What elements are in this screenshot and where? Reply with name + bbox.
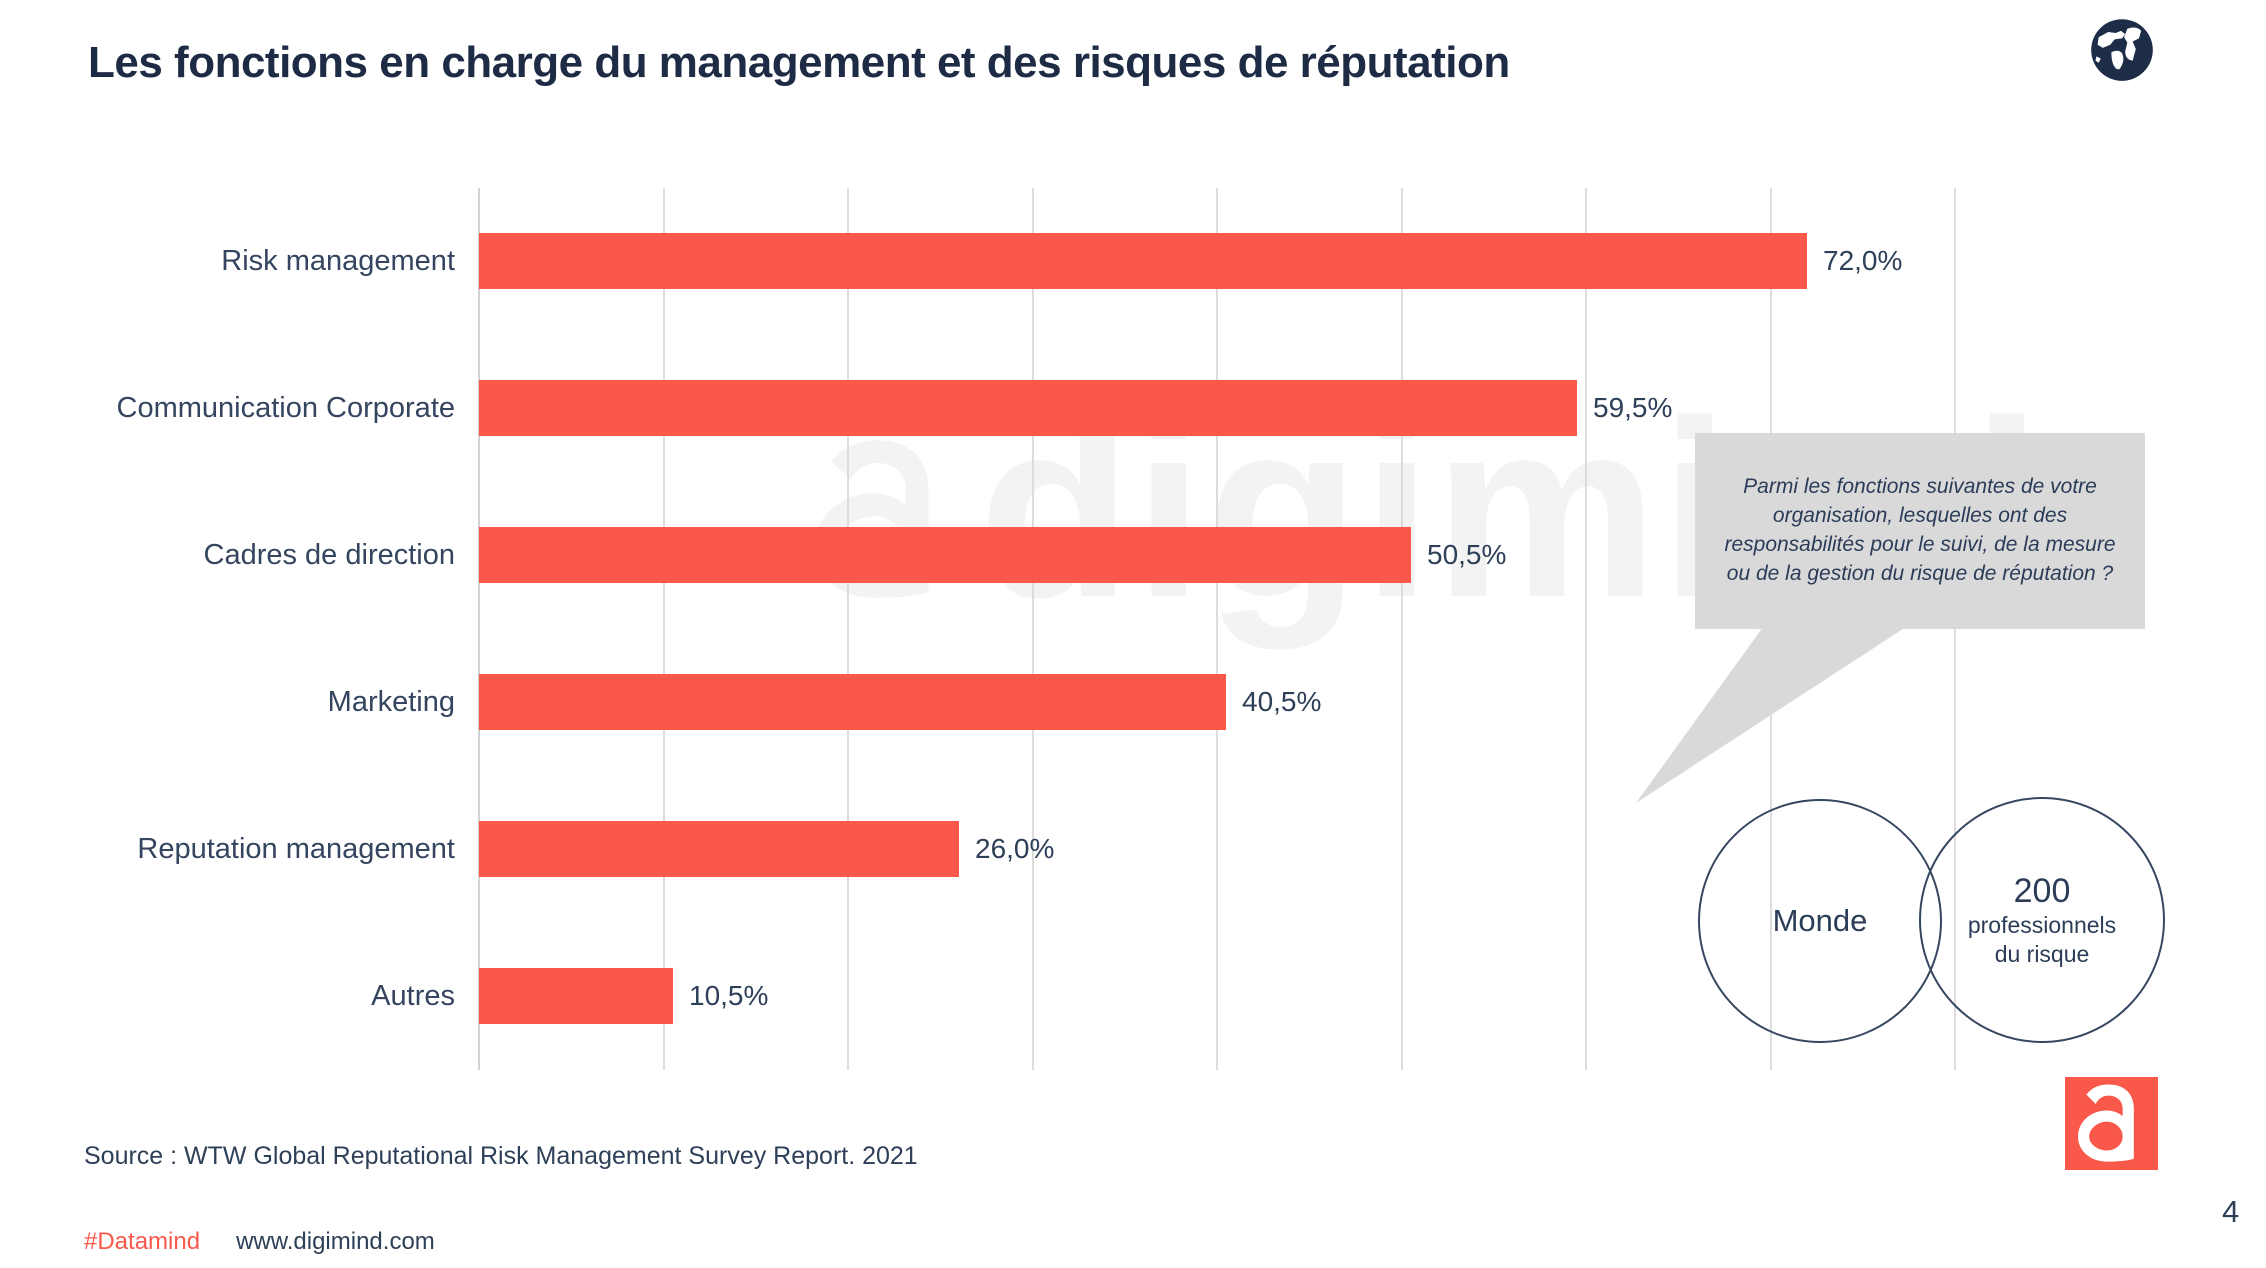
- source-text: Source : WTW Global Reputational Risk Ma…: [84, 1142, 918, 1170]
- question-text: Parmi les fonctions suivantes de votre o…: [1724, 475, 2116, 585]
- venn-circle-monde: Monde: [1698, 799, 1942, 1043]
- gridline: [847, 188, 849, 1070]
- page-title: Les fonctions en charge du management et…: [88, 38, 1510, 87]
- venn-circle-sample: 200 professionnels du risque: [1919, 797, 2165, 1043]
- gridline: [1216, 188, 1218, 1070]
- footer: #Datamind www.digimind.com: [84, 1228, 435, 1256]
- digimind-logo: [2065, 1077, 2158, 1170]
- category-label: Marketing: [327, 686, 455, 718]
- value-label: 50,5%: [1427, 539, 1507, 570]
- category-label: Reputation management: [137, 833, 455, 865]
- gridline: [1400, 188, 1403, 1070]
- gridline: [1954, 188, 1956, 1070]
- value-label: 72,0%: [1823, 245, 1903, 276]
- value-label: 10,5%: [689, 980, 769, 1011]
- hashtag-datamind: #Datamind: [84, 1228, 201, 1255]
- gridline: [1585, 188, 1587, 1070]
- value-label: 40,5%: [1242, 686, 1322, 717]
- question-bubble-tail: [1636, 627, 1906, 803]
- website-link[interactable]: www.digimind.com: [236, 1228, 435, 1255]
- category-label: Risk management: [221, 245, 455, 277]
- globe-icon: [2091, 19, 2153, 81]
- bar: [479, 380, 1577, 436]
- y-axis-line: [478, 188, 480, 1070]
- bar: [479, 674, 1226, 730]
- value-label: 59,5%: [1593, 392, 1673, 423]
- bar: [479, 527, 1411, 583]
- category-label: Autres: [371, 980, 455, 1012]
- digimind-logo-d-icon: [2078, 1084, 2134, 1162]
- gridline: [1031, 188, 1034, 1070]
- page-number: 4: [2222, 1194, 2240, 1229]
- category-label: Cadres de direction: [203, 539, 455, 571]
- question-bubble: Parmi les fonctions suivantes de votre o…: [1695, 433, 2145, 629]
- venn-right-value: 200: [2013, 871, 2071, 910]
- gridline: [662, 188, 665, 1070]
- venn-right-line1: professionnels: [1967, 911, 2117, 938]
- venn-right-line2: du risque: [1994, 940, 2090, 967]
- value-label: 26,0%: [975, 833, 1055, 864]
- bar: [479, 821, 959, 877]
- venn-left-label: Monde: [1772, 903, 1868, 938]
- bar: [479, 968, 673, 1024]
- bar: [479, 233, 1807, 289]
- category-label: Communication Corporate: [116, 392, 455, 424]
